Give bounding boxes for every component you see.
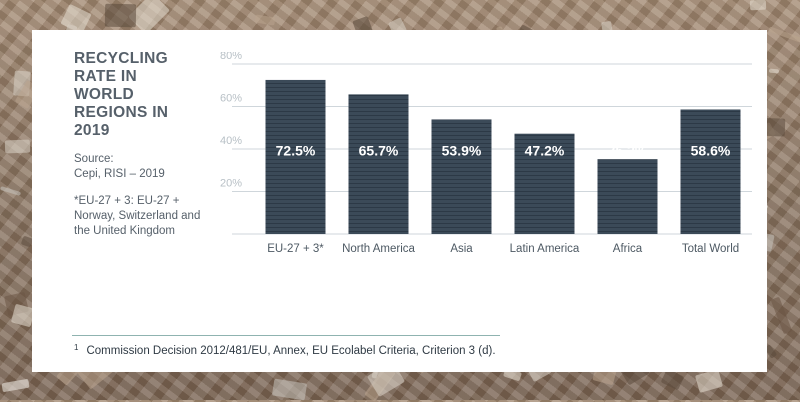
data-label: 58.6% [691, 142, 731, 158]
data-label: 35.2% [608, 142, 648, 158]
y-tick-label: 60% [220, 93, 242, 105]
bar [431, 119, 492, 234]
bar [265, 79, 326, 234]
category-label: Asia [450, 243, 473, 255]
footnote: 1 Commission Decision 2012/481/EU, Annex,… [74, 343, 496, 357]
y-tick-label: 40% [220, 135, 242, 147]
chart-title: RECYCLING RATE IN WORLD REGIONS IN 2019 [74, 50, 169, 139]
data-label: 65.7% [359, 142, 399, 158]
y-tick-label: 80% [220, 52, 242, 62]
category-label: EU-27 + 3* [267, 243, 324, 255]
data-label: 47.2% [525, 142, 565, 158]
chart-card: RECYCLING RATE IN WORLD REGIONS IN 2019 … [32, 30, 767, 372]
bar [597, 159, 658, 234]
category-label: North America [342, 243, 415, 255]
footnote-text: Commission Decision 2012/481/EU, Annex, … [86, 345, 496, 357]
data-label: 72.5% [276, 142, 316, 158]
category-label: Latin America [510, 243, 580, 255]
region-definition-note: *EU-27 + 3: EU-27 + Norway, Switzerland … [74, 195, 201, 237]
category-label: Africa [613, 243, 643, 255]
source-text: Cepi, RISI – 2019 [74, 168, 165, 180]
bar-chart: 20% 40% 60% 80% 72.5% EU-27 + 3* 65.7% North Am… [220, 52, 752, 255]
footnote-divider [72, 335, 500, 336]
footnote-marker: 1 [74, 343, 79, 352]
category-label: Total World [682, 243, 739, 255]
bar [348, 94, 409, 234]
bar [514, 133, 575, 234]
data-label: 53.9% [442, 142, 482, 158]
source-note: Source: Cepi, RISI – 2019 [74, 152, 204, 182]
y-tick-label: 20% [220, 178, 242, 190]
source-label: Source: [74, 153, 114, 165]
bar [680, 109, 741, 234]
